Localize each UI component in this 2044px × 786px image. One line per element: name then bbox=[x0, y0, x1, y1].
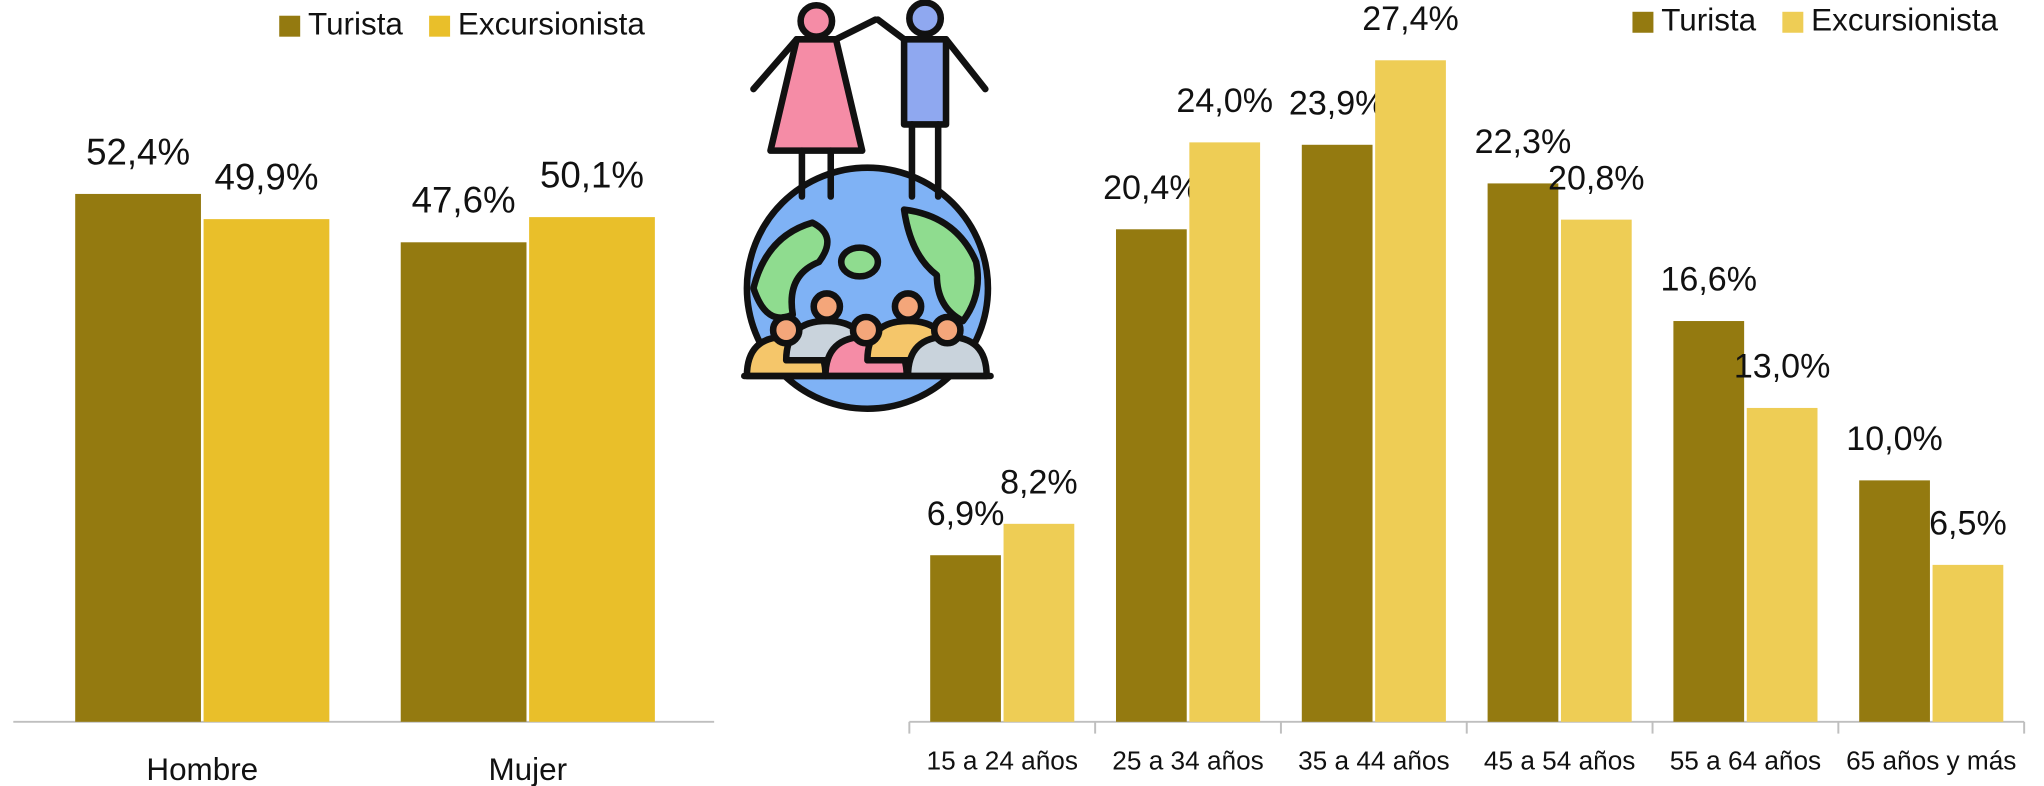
bar bbox=[1487, 183, 1559, 722]
bar bbox=[1932, 564, 2004, 722]
data-label: 22,3% bbox=[1475, 123, 1572, 161]
data-label: 13,0% bbox=[1734, 348, 1831, 386]
bar bbox=[1746, 407, 1818, 722]
x-tick-label: Mujer bbox=[489, 752, 568, 786]
legend-swatch bbox=[1632, 11, 1654, 33]
data-label: 50,1% bbox=[540, 154, 644, 195]
bar bbox=[203, 219, 330, 722]
data-label: 47,6% bbox=[412, 180, 516, 221]
data-label: 49,9% bbox=[214, 157, 318, 198]
data-label: 20,8% bbox=[1548, 159, 1645, 197]
bar bbox=[1859, 480, 1930, 722]
legend-label: Excursionista bbox=[1811, 3, 1998, 38]
data-label: 24,0% bbox=[1176, 82, 1273, 120]
legend-swatch bbox=[279, 15, 301, 37]
bar bbox=[75, 193, 201, 722]
x-tick-label: 35 a 44 años bbox=[1298, 745, 1449, 775]
x-tick-label: 55 a 64 años bbox=[1670, 745, 1821, 775]
data-label: 16,6% bbox=[1660, 261, 1757, 299]
legend-label: Turista bbox=[1661, 3, 1756, 38]
bar bbox=[1301, 144, 1373, 722]
bar bbox=[1560, 219, 1632, 722]
x-tick-label: 25 a 34 años bbox=[1112, 745, 1263, 775]
data-label: 27,4% bbox=[1362, 0, 1459, 38]
data-label: 10,0% bbox=[1846, 420, 1943, 458]
x-tick-label: 45 a 54 años bbox=[1484, 745, 1635, 775]
x-tick-label: 15 a 24 años bbox=[927, 745, 1078, 775]
x-tick-label: Hombre bbox=[146, 752, 258, 786]
bar bbox=[400, 242, 527, 722]
legend-label: Turista bbox=[308, 6, 403, 41]
travel-icon bbox=[741, 0, 994, 412]
legend-label: Excursionista bbox=[458, 6, 645, 41]
bar bbox=[930, 555, 1001, 722]
data-label: 6,9% bbox=[927, 495, 1005, 533]
legend-swatch bbox=[1782, 11, 1804, 33]
bar bbox=[1673, 321, 1745, 722]
data-label: 52,4% bbox=[86, 131, 190, 172]
legend-swatch bbox=[429, 15, 451, 37]
bar bbox=[1189, 142, 1261, 722]
bar bbox=[1003, 523, 1075, 722]
data-label: 8,2% bbox=[1000, 464, 1078, 502]
data-label: 6,5% bbox=[1929, 505, 2007, 543]
x-tick-label: 65 años y más bbox=[1846, 745, 2016, 775]
data-label: 23,9% bbox=[1289, 84, 1386, 122]
bar bbox=[1115, 229, 1187, 722]
data-label: 20,4% bbox=[1103, 169, 1200, 207]
bar bbox=[1375, 60, 1446, 722]
bar bbox=[529, 217, 655, 722]
